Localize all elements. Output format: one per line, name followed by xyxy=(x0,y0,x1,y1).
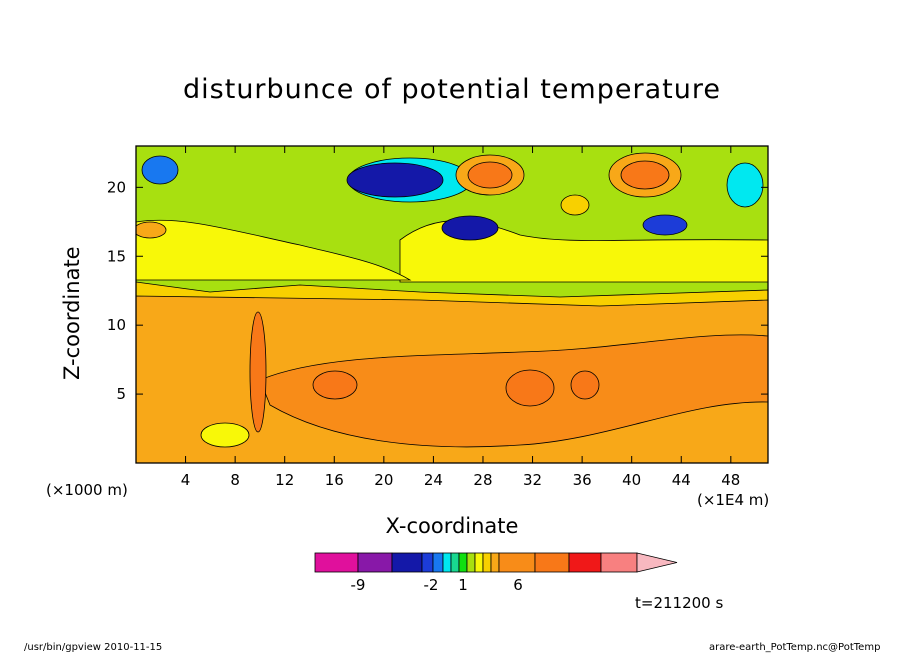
colorbar-segment xyxy=(482,552,492,573)
colorbar-segment xyxy=(450,552,460,573)
region-yellow-patch-34 xyxy=(560,194,590,216)
colorbar-label: 6 xyxy=(513,576,523,594)
x-tick-label: 36 xyxy=(573,471,592,489)
colorbar-segment xyxy=(458,552,468,573)
region-orange-left xyxy=(136,221,167,239)
y-tick-label: 5 xyxy=(116,385,126,403)
colorbar-segment xyxy=(442,552,452,573)
colorbar-arrow xyxy=(636,552,678,573)
footer-file: arare-earth_PotTemp.nc@PotTemp xyxy=(709,642,881,653)
x-axis-label: X-coordinate xyxy=(385,514,519,538)
region-blue-minimum xyxy=(346,162,444,198)
x-axis-unit: (×1E4 m) xyxy=(697,491,770,509)
y-tick-label: 15 xyxy=(107,247,126,265)
x-tick-label: 12 xyxy=(275,471,294,489)
colorbar-segment xyxy=(391,552,423,573)
region-yellow-left xyxy=(136,219,412,281)
region-blue-min-42 xyxy=(642,214,688,236)
colorbar: -9 -2 1 6 xyxy=(314,552,678,594)
region-orange-core-40 xyxy=(620,160,670,190)
colorbar-segment xyxy=(421,552,434,573)
chart-title: disturbunce of potential temperature xyxy=(183,74,721,105)
region-blue-min-27 xyxy=(441,215,499,241)
x-tick-label: 4 xyxy=(181,471,191,489)
x-tick-label: 44 xyxy=(672,471,691,489)
x-tick-label: 16 xyxy=(325,471,344,489)
x-tick-label: 20 xyxy=(374,471,393,489)
region-orange-core-36 xyxy=(570,370,600,400)
y-axis: 5 10 15 20 xyxy=(107,178,768,403)
colorbar-segment xyxy=(568,552,602,573)
plot-border xyxy=(135,145,769,464)
colorbar-segment xyxy=(314,552,359,573)
y-axis-unit: (×1000 m) xyxy=(46,481,128,499)
x-tick-label: 48 xyxy=(721,471,740,489)
colorbar-segment xyxy=(474,552,484,573)
region-blue-left-top xyxy=(141,155,179,185)
colorbar-label: 1 xyxy=(458,576,468,594)
region-orange-core-32 xyxy=(505,369,555,407)
contour-field xyxy=(136,146,768,463)
colorbar-segment xyxy=(432,552,444,573)
y-axis-label: Z-coordinate xyxy=(60,246,84,380)
region-orange-core-16 xyxy=(312,370,358,400)
colorbar-segment xyxy=(600,552,638,573)
x-tick-label: 24 xyxy=(424,471,443,489)
colorbar-segment xyxy=(490,552,500,573)
y-tick-label: 10 xyxy=(107,316,126,334)
time-annotation: t=211200 s xyxy=(635,594,724,612)
x-tick-label: 28 xyxy=(473,471,492,489)
region-vertical-plume xyxy=(249,311,267,433)
colorbar-label: -2 xyxy=(424,576,439,594)
x-axis: 4 8 12 16 20 24 28 32 36 40 44 48 xyxy=(181,146,740,489)
x-tick-label: 40 xyxy=(622,471,641,489)
colorbar-segment xyxy=(498,552,536,573)
colorbar-segment xyxy=(466,552,476,573)
region-yellow-near-surface xyxy=(200,422,250,448)
x-tick-label: 32 xyxy=(523,471,542,489)
region-orange-core-28 xyxy=(467,161,513,189)
colorbar-segment xyxy=(534,552,570,573)
colorbar-segment xyxy=(357,552,393,573)
colorbar-label: -9 xyxy=(351,576,366,594)
y-tick-label: 20 xyxy=(107,178,126,196)
footer-command: /usr/bin/gpview 2010-11-15 xyxy=(24,642,163,653)
plot-frame xyxy=(135,145,769,464)
x-tick-label: 8 xyxy=(230,471,240,489)
region-cyan-right xyxy=(726,162,764,208)
